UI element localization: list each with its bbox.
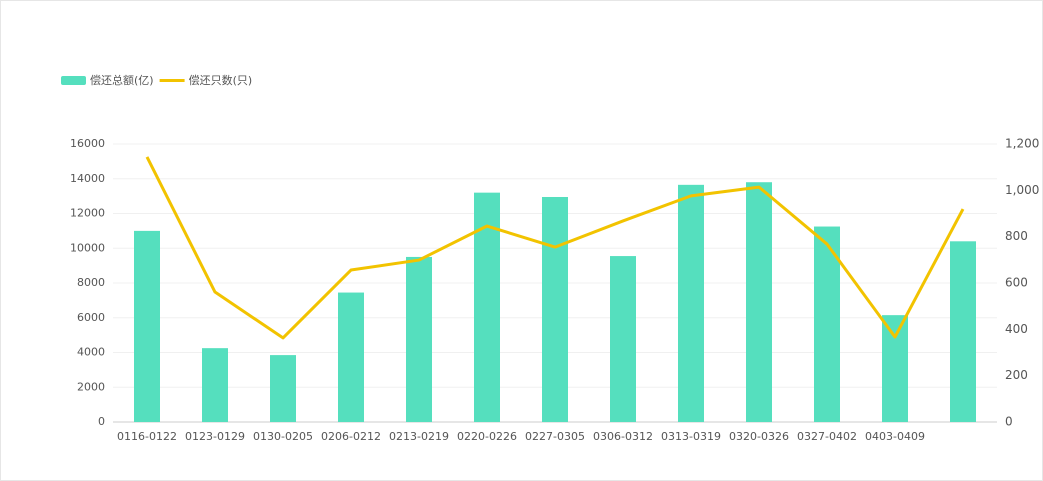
bar — [270, 355, 296, 422]
y-tick-label: 8000 — [77, 276, 105, 289]
y2-tick-label: 400 — [1005, 322, 1028, 336]
y-tick-label: 10000 — [70, 241, 105, 254]
bar — [746, 182, 772, 422]
y-tick-label: 16000 — [70, 137, 105, 150]
x-tick-label: 0206-0212 — [321, 430, 381, 443]
legend-swatch — [61, 76, 86, 85]
bar — [406, 256, 432, 422]
x-tick-label: 0327-0402 — [797, 430, 857, 443]
y2-tick-label: 800 — [1005, 229, 1028, 243]
y2-tick-label: 600 — [1005, 276, 1028, 290]
x-tick-label: 0403-0409 — [865, 430, 925, 443]
bar — [610, 256, 636, 422]
x-tick-label: 0320-0326 — [729, 430, 789, 443]
y-tick-label: 14000 — [70, 172, 105, 185]
x-tick-label: 0306-0312 — [593, 430, 653, 443]
y-tick-label: 12000 — [70, 207, 105, 220]
y-tick-label: 2000 — [77, 380, 105, 393]
x-tick-label: 0220-0226 — [457, 430, 517, 443]
bar — [542, 196, 568, 422]
legend-label: 偿还总额(亿) — [90, 73, 154, 87]
bar — [202, 348, 228, 422]
y-tick-label: 6000 — [77, 311, 105, 324]
x-tick-label: 0123-0129 — [185, 430, 245, 443]
bar — [814, 226, 840, 422]
bar — [134, 230, 160, 422]
y2-tick-label: 0 — [1005, 415, 1013, 429]
line — [145, 156, 965, 340]
y-tick-label: 0 — [98, 415, 105, 428]
y2-tick-label: 1,200 — [1005, 137, 1039, 151]
y-tick-label: 4000 — [77, 346, 105, 359]
x-tick-label: 0313-0319 — [661, 430, 721, 443]
x-tick-label: 0130-0205 — [253, 430, 313, 443]
x-tick-label: 0116-0122 — [117, 430, 177, 443]
x-tick-label: 0227-0305 — [525, 430, 585, 443]
y2-tick-label: 200 — [1005, 368, 1028, 382]
y2-tick-label: 1,000 — [1005, 183, 1039, 197]
bar — [678, 184, 704, 422]
bar — [882, 315, 908, 422]
legend-label: 偿还只数(只) — [189, 73, 253, 87]
bar — [950, 241, 976, 422]
bar — [338, 292, 364, 422]
x-tick-label: 0213-0219 — [389, 430, 449, 443]
